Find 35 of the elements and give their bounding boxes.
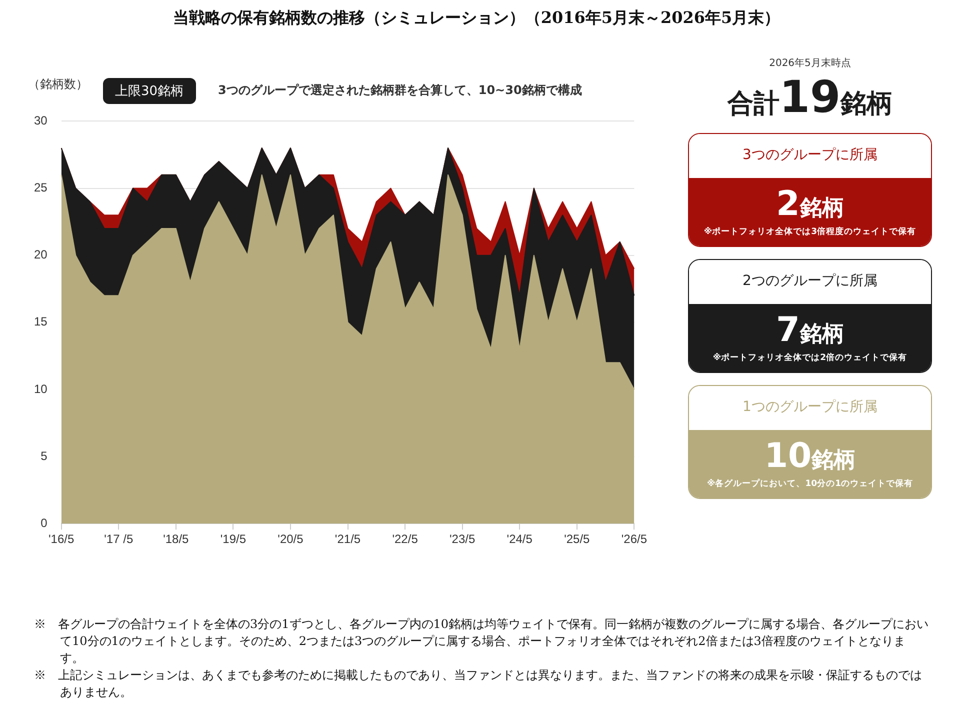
- text: 1つのグループに所属: [689, 386, 931, 430]
- y-tick-label: 0: [40, 516, 48, 530]
- text: ※ポートフォリオ全体では3倍程度のウェイトで保有: [702, 226, 918, 238]
- text: ※ポートフォリオ全体では2倍のウェイトで保有: [712, 352, 908, 364]
- x-tick-label: '21/5: [334, 532, 361, 546]
- x-tick-label: '23/5: [450, 532, 476, 546]
- x-tick-label: '25/5: [564, 532, 590, 546]
- y-tick-label: 30: [34, 114, 48, 128]
- x-tick-label: '20/5: [278, 532, 304, 546]
- text: ※ 上記シミュレーションは、あくまでも参考のために掲載したものであり、当ファンドとは異なります。また、当ファンドの将来の成果を示唆・保証するものではありません。: [34, 667, 923, 701]
- text: 10銘柄: [763, 436, 857, 476]
- text: 3つのグループに所属: [689, 134, 931, 178]
- text: 2つのグループに所属: [689, 260, 931, 304]
- y-tick-label: 25: [34, 180, 48, 195]
- text: 7銘柄: [775, 310, 845, 350]
- x-tick-label: '19/5: [220, 532, 246, 546]
- text: ※各グループにおいて、10分の1のウェイトで保有: [706, 478, 914, 490]
- x-tick-label: '22/5: [392, 532, 418, 546]
- y-tick-label: 15: [34, 314, 48, 329]
- x-tick-label: '18/5: [163, 532, 190, 546]
- text: 上限30銘柄: [103, 78, 196, 104]
- text: 3つのグループで選定された銘柄群を合算して、10~30銘柄で構成: [218, 82, 582, 99]
- chart-title: 当戦略の保有銘柄数の推移（シミュレーション）（2016年5月末～2026年5月末）: [172, 8, 782, 29]
- y-tick-label: 10: [34, 382, 48, 396]
- x-tick-label: '17 /5: [104, 532, 134, 546]
- text: 2026年5月末時点: [768, 56, 852, 70]
- y-tick-label: 20: [34, 248, 48, 262]
- y-tick-label: 5: [40, 448, 48, 463]
- y-axis-title: （銘柄数）: [28, 76, 88, 93]
- x-tick-label: '26/5: [621, 532, 648, 546]
- x-tick-label: '24/5: [506, 532, 533, 546]
- x-tick-label: '16/5: [48, 532, 74, 546]
- text: ※ 各グループの合計ウェイトを全体の3分の1ずつとし、各グループ内の10銘柄は均等ウェイトで保有。同一銘柄が複数のグループに属する場合、各グループにおいて10分の1のウェイトとします。そのため、2つまたは3つのグループに属する場合、ポートフォリオ全体ではそれぞれ2倍または3倍程度のウェイトとなります。: [34, 616, 929, 667]
- text: 2銘柄: [775, 184, 845, 224]
- text: 合計19銘柄: [726, 72, 894, 123]
